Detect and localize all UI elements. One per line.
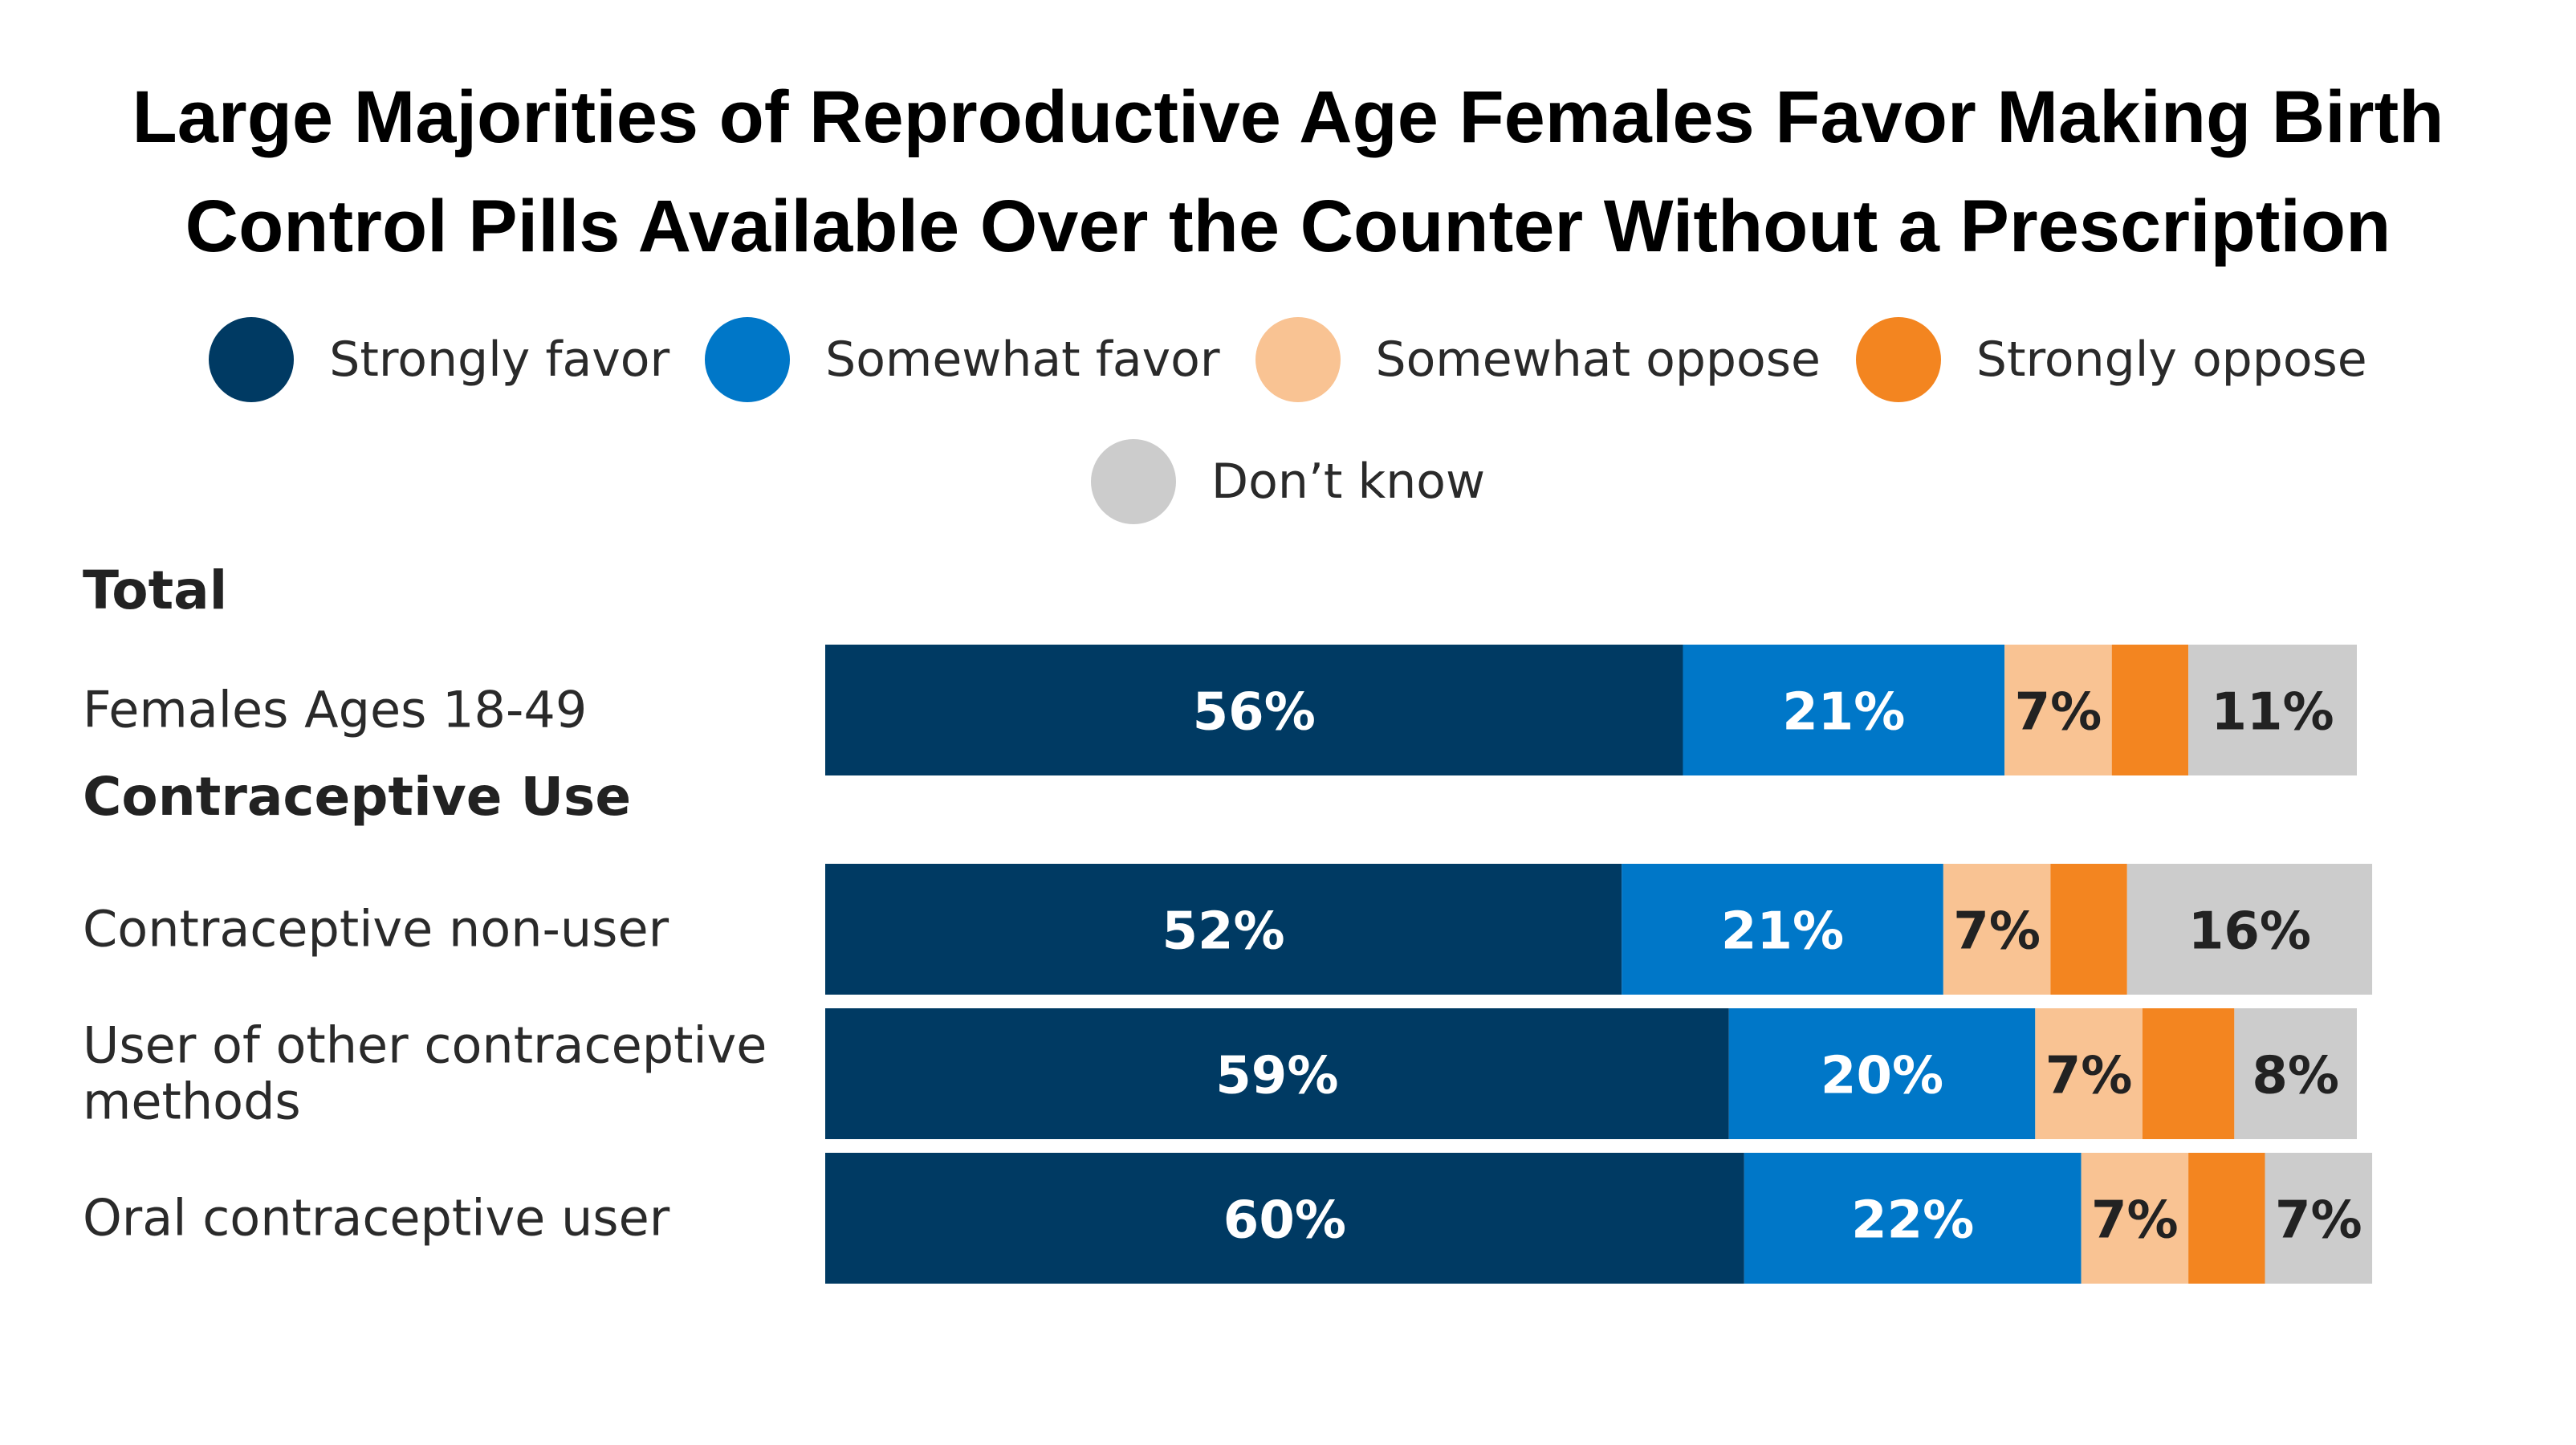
data-label-somewhat-oppose-females-ages-18-49: 7% (2015, 683, 2102, 743)
bar-strongly-favor-females-ages-18-49 (825, 645, 1683, 775)
data-label-don-t-know-contraceptive-non-user: 16% (2188, 902, 2311, 962)
category-label-oral-contraceptive-user: Oral contraceptive user (83, 1189, 670, 1248)
bar-don-t-know-oral-contraceptive-user (2265, 1153, 2373, 1284)
bar-strongly-favor-contraceptive-non-user (825, 864, 1622, 995)
legend-label-dont-know: Don’t know (1211, 454, 1486, 510)
legend-item-somewhat-favor: Somewhat favor (705, 317, 1220, 402)
category-label-females-ages-18-49: Females Ages 18-49 (83, 681, 587, 739)
bar-somewhat-oppose-oral-contraceptive-user (2081, 1153, 2189, 1284)
data-label-don-t-know-females-ages-18-49: 11% (2211, 683, 2334, 743)
bar-somewhat-oppose-females-ages-18-49 (2004, 645, 2112, 775)
legend-swatch-somewhat-favor (705, 317, 791, 402)
bar-somewhat-favor-oral-contraceptive-user (1744, 1153, 2082, 1284)
legend-swatch-dont-know (1090, 439, 1176, 524)
chart-title-line-1: Large Majorities of Reproductive Age Fem… (132, 76, 2444, 158)
data-label-somewhat-oppose-user-of-other-contraceptive-methods: 7% (2045, 1047, 2133, 1106)
data-label-strongly-favor-contraceptive-non-user: 52% (1162, 902, 1284, 962)
bar-somewhat-oppose-contraceptive-non-user (1943, 864, 2051, 995)
legend-item-somewhat-oppose: Somewhat oppose (1255, 317, 1821, 402)
bar-don-t-know-females-ages-18-49 (2188, 645, 2357, 775)
group-header-total: Total (83, 560, 227, 621)
data-label-somewhat-favor-females-ages-18-49: 21% (1782, 683, 1905, 743)
chart-title-line-2: Control Pills Available Over the Counter… (185, 185, 2391, 267)
legend-item-dont-know: Don’t know (1090, 439, 1486, 524)
legend-label-strongly-favor: Strongly favor (329, 332, 670, 388)
bar-strongly-oppose-females-ages-18-49 (2111, 645, 2189, 775)
bar-don-t-know-contraceptive-non-user (2126, 864, 2373, 995)
data-label-don-t-know-user-of-other-contraceptive-methods: 8% (2252, 1047, 2339, 1106)
bar-somewhat-favor-user-of-other-contraceptive-methods (1728, 1008, 2036, 1139)
bar-strongly-favor-user-of-other-contraceptive-methods (825, 1008, 1729, 1139)
data-label-somewhat-oppose-oral-contraceptive-user: 7% (2091, 1191, 2179, 1251)
data-label-strongly-favor-oral-contraceptive-user: 60% (1223, 1191, 1346, 1251)
data-label-somewhat-favor-contraceptive-non-user: 21% (1721, 902, 1844, 962)
chart-title: Large Majorities of Reproductive Age Fem… (32, 63, 2544, 281)
legend-row-1: Strongly favor Somewhat favor Somewhat o… (0, 317, 2576, 402)
legend-label-somewhat-oppose: Somewhat oppose (1375, 332, 1821, 388)
data-label-don-t-know-oral-contraceptive-user: 7% (2275, 1191, 2362, 1251)
legend-label-somewhat-favor: Somewhat favor (825, 332, 1220, 388)
data-label-strongly-favor-females-ages-18-49: 56% (1193, 683, 1316, 743)
bar-somewhat-favor-females-ages-18-49 (1683, 645, 2005, 775)
legend-item-strongly-favor: Strongly favor (209, 317, 669, 402)
bar-strongly-oppose-contraceptive-non-user (2050, 864, 2127, 995)
legend-row-2: Don’t know (0, 439, 2576, 524)
category-label-user-of-other-contraceptive-methods: User of other contraceptive methods (83, 1016, 767, 1131)
data-label-somewhat-favor-oral-contraceptive-user: 22% (1851, 1191, 1974, 1251)
legend-swatch-strongly-oppose (1855, 317, 1941, 402)
data-label-somewhat-oppose-contraceptive-non-user: 7% (1953, 902, 2041, 962)
data-label-strongly-favor-user-of-other-contraceptive-methods: 59% (1215, 1047, 1338, 1106)
legend-item-strongly-oppose: Strongly oppose (1855, 317, 2367, 402)
legend-swatch-somewhat-oppose (1255, 317, 1341, 402)
category-label-contraceptive-non-user: Contraceptive non-user (83, 900, 669, 959)
bar-strongly-oppose-user-of-other-contraceptive-methods (2142, 1008, 2235, 1139)
group-header-contraceptive-use: Contraceptive Use (83, 766, 631, 828)
bar-strongly-favor-oral-contraceptive-user (825, 1153, 1744, 1284)
bar-somewhat-oppose-user-of-other-contraceptive-methods (2035, 1008, 2143, 1139)
bar-somewhat-favor-contraceptive-non-user (1622, 864, 1943, 995)
legend-label-strongly-oppose: Strongly oppose (1976, 332, 2367, 388)
legend-swatch-strongly-favor (209, 317, 295, 402)
data-label-somewhat-favor-user-of-other-contraceptive-methods: 20% (1821, 1047, 1943, 1106)
bar-don-t-know-user-of-other-contraceptive-methods (2234, 1008, 2357, 1139)
bar-strongly-oppose-oral-contraceptive-user (2188, 1153, 2265, 1284)
